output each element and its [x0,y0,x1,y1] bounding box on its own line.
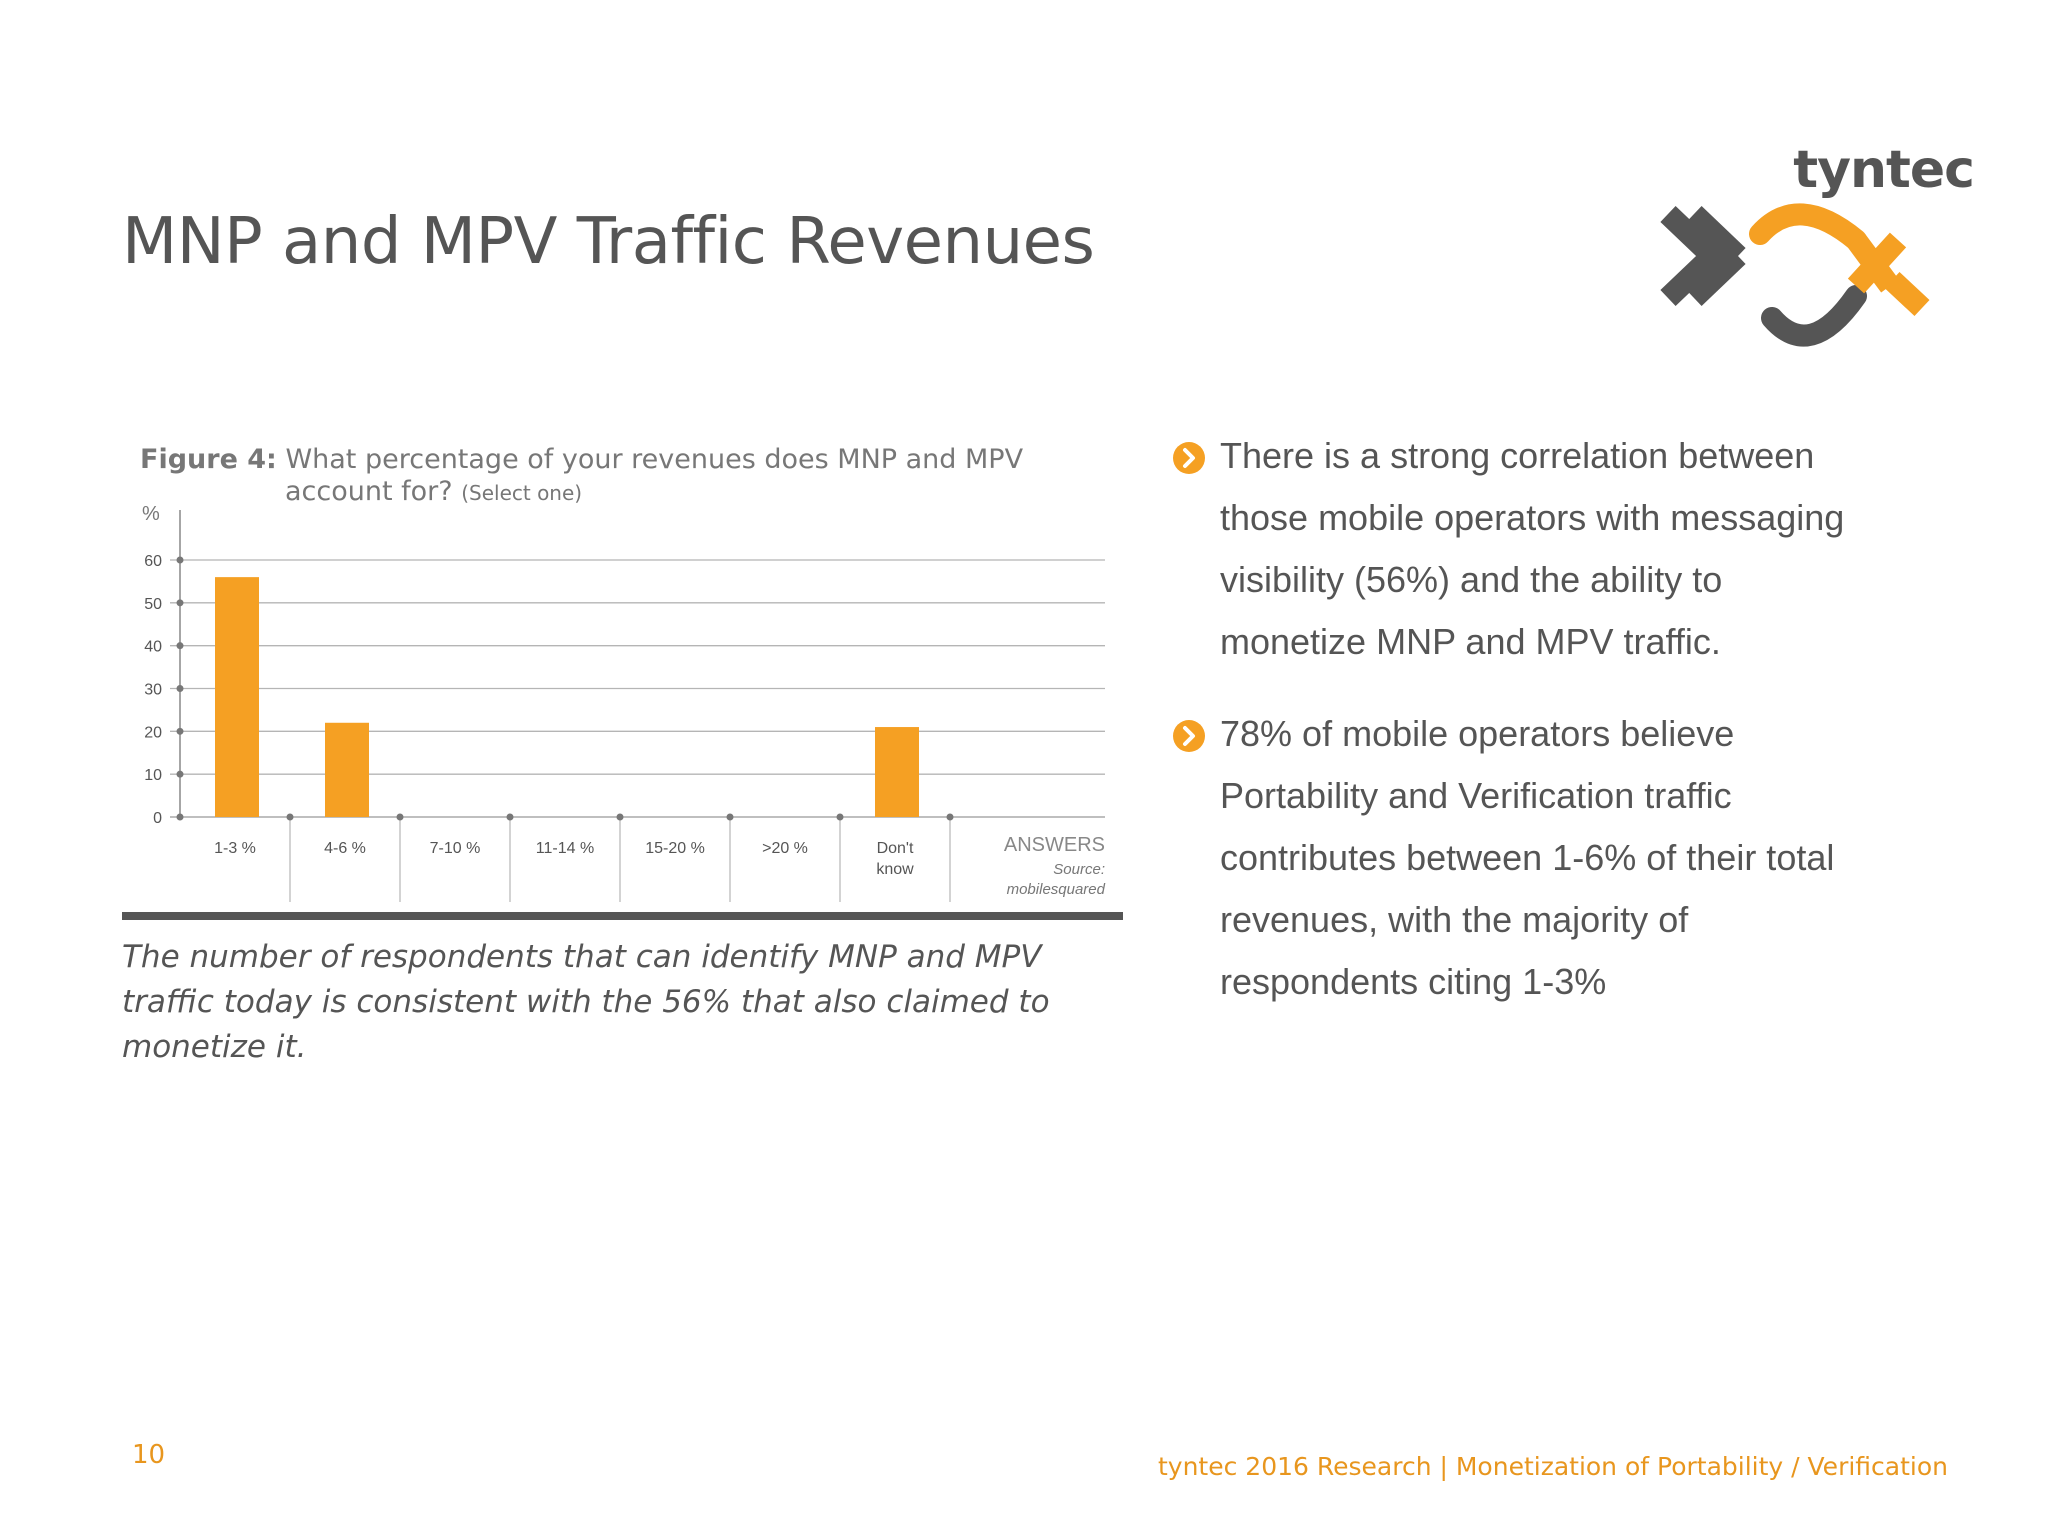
x-tick-dot [616,813,624,821]
y-tick-dot [176,599,184,607]
chart-labels: % 0 10 20 30 40 50 60 1-3 % 4-6 % 7-10 % 11-14 % 15-… [142,503,1106,898]
bar [325,722,369,817]
logo-wordmark: tyntec [1793,140,1975,200]
y-tick-label: 60 [144,553,162,570]
x-tick-label: Don't [877,840,914,857]
bullet-item: There is a strong correlation between th… [1172,425,1872,673]
bullet-text: 78% of mobile operators believe Portabil… [1220,713,1835,1002]
chart-grid [170,510,1105,902]
y-tick-label: 0 [153,810,162,827]
tyntec-logo: tyntec [1660,140,1980,350]
footer-text: tyntec 2016 Research | Monetization of P… [1157,1452,1948,1481]
figure-select-note: (Select one) [461,481,583,505]
figure-question-line2: account for? [285,476,453,507]
bullet-list: There is a strong correlation between th… [1172,425,1872,1043]
bullet-item: 78% of mobile operators believe Portabil… [1172,703,1872,1013]
figure-title: Figure 4: What percentage of your revenu… [140,444,1100,509]
logo-mark-icon [1660,203,1930,347]
x-tick-dot [396,813,404,821]
x-tick-label: 15-20 % [645,840,705,857]
chevron-right-circle-icon [1173,442,1205,474]
chevron-right-circle-icon [1173,720,1205,752]
y-tick-label: 50 [144,596,162,613]
bullet-text: There is a strong correlation between th… [1220,435,1845,662]
x-tick-label: 11-14 % [536,840,594,857]
chart-bars [215,577,919,817]
x-tick-dot [946,813,954,821]
x-tick-dot [726,813,734,821]
y-axis-label: % [142,503,160,525]
chart-caption: The number of respondents that can ident… [122,939,1050,1065]
y-tick-dot [176,685,184,692]
bar-chart: % 0 10 20 30 40 50 60 1-3 % 4-6 % 7-10 % 11-14 % 15-… [142,503,1106,902]
y-tick-dot [176,770,184,778]
x-tick-dot [836,813,844,821]
y-tick-dot [176,813,184,821]
y-tick-label: 40 [144,639,162,656]
bar [215,577,259,817]
y-tick-label: 30 [144,682,162,699]
figure-label: Figure 4: [140,444,277,475]
y-tick-dot [176,727,184,735]
x-tick-dot [506,813,514,821]
slide-title: MNP and MPV Traffic Revenues [122,205,1095,279]
bar [875,727,919,817]
y-tick-label: 10 [144,767,162,784]
x-axis-label: ANSWERS [1004,834,1105,856]
x-tick-label: 7-10 % [430,840,481,857]
source-value: mobilesquared [1007,881,1106,898]
x-tick-label: 1-3 % [214,840,256,857]
x-tick-label: 4-6 % [324,840,366,857]
x-tick-dot [286,813,294,821]
page-number: 10 [132,1440,166,1470]
chart-divider [122,912,1123,920]
x-tick-label: >20 % [762,840,808,857]
source-label: Source: [1053,861,1105,878]
y-tick-dot [176,556,184,564]
x-tick-label: know [876,861,914,878]
y-tick-label: 20 [144,724,162,741]
y-tick-dot [176,642,184,650]
figure-question-line1: What percentage of your revenues does MN… [285,444,1024,475]
